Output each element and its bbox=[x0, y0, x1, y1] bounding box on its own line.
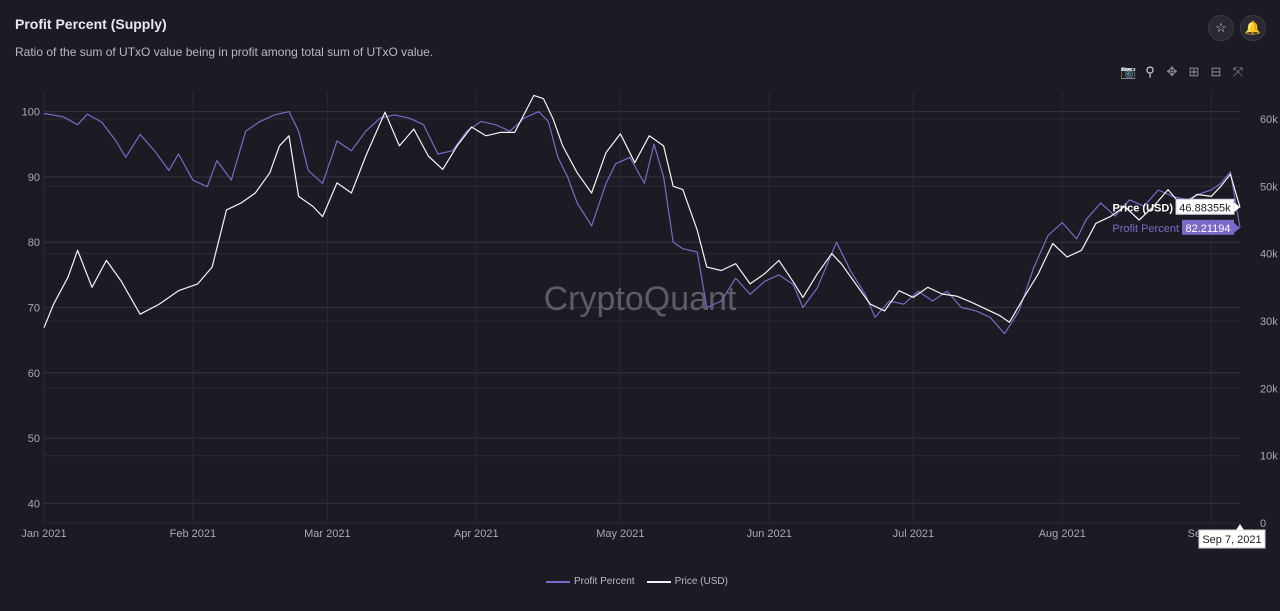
y-left-tick-label: 50 bbox=[28, 433, 40, 445]
tooltip-profit-value: 82.21194 bbox=[1185, 223, 1230, 235]
x-tick-label: Apr 2021 bbox=[454, 528, 499, 540]
y-right-tick-label: 50k bbox=[1260, 181, 1278, 193]
star-icon[interactable]: ☆ bbox=[1208, 15, 1234, 41]
y-left-tick-label: 40 bbox=[28, 498, 40, 510]
legend-swatch-price bbox=[646, 580, 671, 583]
zoom-icon[interactable]: ⚲ bbox=[1145, 64, 1155, 79]
x-tick-label: Jul 2021 bbox=[893, 528, 935, 540]
zoom-out-icon[interactable]: ⊟ bbox=[1210, 64, 1222, 79]
page-title: Profit Percent (Supply) bbox=[15, 16, 167, 32]
y-right-tick-label: 40k bbox=[1260, 249, 1278, 261]
y-left-axis: 40 50 60 70 80 90 100 bbox=[22, 107, 40, 511]
watermark: CryptoQuant bbox=[544, 280, 737, 318]
y-right-tick-label: 30k bbox=[1260, 316, 1278, 328]
y-left-tick-label: 70 bbox=[28, 303, 40, 315]
x-tick-label: Aug 2021 bbox=[1039, 528, 1086, 540]
tooltip-profit-label: Profit Percent bbox=[1112, 223, 1179, 235]
pan-icon[interactable]: ✥ bbox=[1166, 64, 1178, 79]
bell-icon[interactable]: 🔔 bbox=[1240, 15, 1266, 41]
tooltip-profit-box bbox=[1182, 219, 1234, 235]
legend-item-price[interactable]: Price (USD) bbox=[646, 576, 728, 587]
x-tick-label: Jun 2021 bbox=[747, 528, 792, 540]
legend-label-profit: Profit Percent bbox=[574, 576, 635, 587]
x-tick-label: May 2021 bbox=[596, 528, 644, 540]
series-profit-percent bbox=[43, 110, 1241, 335]
page-subtitle: Ratio of the sum of UTxO value being in … bbox=[15, 45, 434, 59]
y-right-tick-label: 60k bbox=[1260, 114, 1278, 126]
zoom-in-icon[interactable]: ⊞ bbox=[1188, 64, 1200, 79]
y-left-tick-label: 90 bbox=[28, 172, 40, 184]
y-right-tick-label: 20k bbox=[1260, 383, 1278, 395]
x-tick-label: Mar 2021 bbox=[304, 528, 350, 540]
tooltip-date-value: Sep 7, 2021 bbox=[1202, 534, 1261, 546]
legend-swatch-profit bbox=[546, 580, 570, 583]
tooltip-profit-pointer bbox=[1234, 222, 1240, 233]
x-tick-label: Feb 2021 bbox=[170, 528, 216, 540]
y-right-axis: 0 10k 20k 30k 40k 50k 60k bbox=[1260, 114, 1278, 530]
legend-label-price: Price (USD) bbox=[674, 576, 728, 587]
camera-icon[interactable]: 📷 bbox=[1120, 64, 1137, 79]
chart-series bbox=[43, 94, 1241, 335]
series-price-usd bbox=[43, 94, 1241, 328]
tooltip-price-value: 46.88355k bbox=[1179, 202, 1231, 214]
tooltip-date-pointer bbox=[1236, 524, 1244, 530]
chart-legend: Profit Percent Price (USD) bbox=[546, 576, 728, 587]
tooltip-price-pointer bbox=[1234, 202, 1240, 213]
y-right-tick-label: 0 bbox=[1260, 518, 1266, 530]
y-left-tick-label: 100 bbox=[22, 107, 40, 119]
chart-modebar: 📷 ⚲ ✥ ⊞ ⊟ ⤧ bbox=[1120, 64, 1246, 80]
y-left-tick-label: 80 bbox=[28, 237, 40, 249]
autoscale-icon[interactable]: ⤧ bbox=[1232, 64, 1244, 79]
tooltip-date-box bbox=[1198, 529, 1266, 549]
tooltip-price-label: Price (USD) bbox=[1112, 202, 1173, 214]
legend-item-profit[interactable]: Profit Percent bbox=[546, 576, 635, 587]
chart-grid bbox=[43, 92, 1240, 524]
x-tick-label: Jan 2021 bbox=[21, 528, 66, 540]
y-right-tick-label: 10k bbox=[1260, 451, 1278, 463]
y-left-tick-label: 60 bbox=[28, 368, 40, 380]
x-axis: Jan 2021 Feb 2021 Mar 2021 Apr 2021 May 2021… bbox=[21, 528, 1234, 540]
